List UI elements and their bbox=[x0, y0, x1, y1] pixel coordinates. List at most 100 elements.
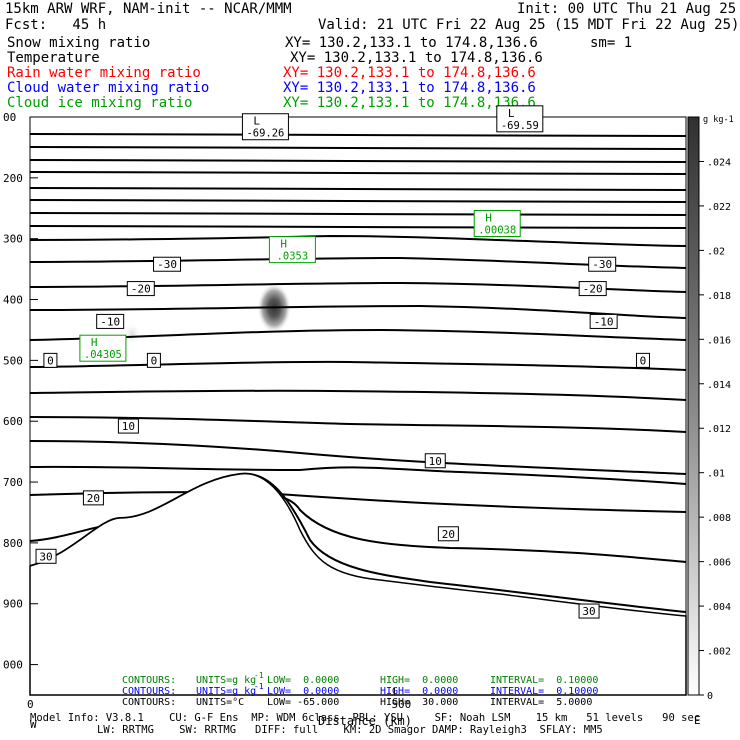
isotherm-line bbox=[29, 145, 687, 150]
isotherm-label: 0 bbox=[635, 352, 650, 368]
colorbar-tick-label: .004 bbox=[707, 602, 731, 613]
svg-text:20: 20 bbox=[442, 528, 455, 541]
isotherm-line bbox=[29, 198, 687, 203]
smoothing-value: sm= 1 bbox=[590, 35, 633, 51]
snow-light bbox=[122, 322, 142, 346]
y-tick-label: 500 bbox=[3, 354, 23, 367]
svg-text:-30: -30 bbox=[592, 258, 612, 271]
svg-text:10: 10 bbox=[122, 420, 135, 433]
svg-text:0: 0 bbox=[151, 354, 158, 367]
contour-info-interval: INTERVAL= 0.10000 bbox=[490, 686, 599, 697]
isotherm-label: 10 bbox=[424, 453, 446, 469]
isotherm-label: 30 bbox=[578, 603, 600, 619]
svg-text:0: 0 bbox=[640, 354, 647, 367]
contour-info-exp: -1 bbox=[254, 682, 264, 691]
colorbar-tick-label: .016 bbox=[707, 335, 731, 346]
x-tick-label: 500 bbox=[391, 698, 411, 711]
isotherm-line bbox=[29, 465, 687, 485]
isotherm-line bbox=[29, 234, 687, 247]
field-xy-range: XY= 130.2,133.1 to 174.8,136.6 bbox=[290, 50, 543, 66]
svg-text:30: 30 bbox=[39, 550, 52, 563]
model-info-line-1: Model Info: V3.8.1 CU: G-F Ens MP: WDM 6… bbox=[30, 712, 701, 724]
contour-info-low: LOW= 0.0000 bbox=[267, 675, 340, 686]
isotherm-line bbox=[29, 416, 687, 433]
svg-text:-10: -10 bbox=[594, 315, 614, 328]
svg-text:L: L bbox=[508, 107, 515, 120]
y-tick-label: 600 bbox=[3, 415, 23, 428]
colorbar-unit: g kg-1 bbox=[703, 115, 734, 125]
isotherm-line bbox=[29, 440, 687, 475]
extremum-label: H.0353 bbox=[268, 236, 316, 264]
isotherm-line bbox=[29, 490, 687, 513]
extremum-label: L-69.59 bbox=[496, 105, 544, 133]
contour-info-contours: CONTOURS: bbox=[122, 675, 177, 686]
field-xy-range: XY= 130.2,133.1 to 174.8,136.6 bbox=[285, 35, 538, 51]
svg-text:-69.59: -69.59 bbox=[501, 120, 539, 132]
model-title: 15km ARW WRF, NAM-init -- NCAR/MMM bbox=[5, 1, 292, 17]
contour-info-high: HIGH= 0.0000 bbox=[380, 686, 459, 697]
svg-text:-69.26: -69.26 bbox=[246, 128, 284, 140]
isotherm-label: -30 bbox=[153, 256, 182, 272]
contour-info-interval: INTERVAL= 0.10000 bbox=[490, 675, 599, 686]
contour-info-high: HIGH= 0.0000 bbox=[380, 675, 459, 686]
svg-text:.04305: .04305 bbox=[84, 349, 122, 361]
field-xy-range: XY= 130.2,133.1 to 174.8,136.6 bbox=[283, 80, 536, 96]
svg-text:H: H bbox=[485, 211, 492, 224]
extremum-label: L-69.26 bbox=[241, 113, 289, 141]
isotherm-line bbox=[29, 224, 687, 229]
svg-text:.00038: .00038 bbox=[478, 224, 516, 236]
x-tick-label: 0 bbox=[27, 698, 34, 711]
colorbar-tick-label: .006 bbox=[707, 558, 731, 569]
y-tick-label: 700 bbox=[3, 476, 23, 489]
extremum-label: H.00038 bbox=[473, 209, 521, 237]
svg-text:10: 10 bbox=[429, 455, 442, 468]
field-name: Temperature bbox=[7, 50, 100, 66]
colorbar-tick-label: .018 bbox=[707, 291, 731, 302]
colorbar-tick-label: .02 bbox=[707, 246, 725, 257]
valid-time: Valid: 21 UTC Fri 22 Aug 25 (15 MDT Fri … bbox=[318, 17, 740, 33]
colorbar-tick-label: .024 bbox=[707, 157, 731, 168]
isotherm-label: 0 bbox=[146, 352, 161, 368]
svg-text:-10: -10 bbox=[100, 315, 120, 328]
svg-text:30: 30 bbox=[582, 605, 595, 618]
colorbar-tick-label: .008 bbox=[707, 513, 731, 524]
model-info-line-2: LW: RRTMG SW: RRTMG DIFF: full KM: 2D Sm… bbox=[97, 724, 603, 736]
contour-info-low: LOW= -65.000 bbox=[267, 697, 340, 708]
isotherm-line bbox=[29, 132, 687, 137]
field-name: Cloud water mixing ratio bbox=[7, 80, 210, 96]
field-name: Rain water mixing ratio bbox=[7, 65, 201, 81]
contour-info-high: HIGH= 30.000 bbox=[380, 697, 459, 708]
isotherm-line bbox=[29, 256, 687, 269]
colorbar bbox=[687, 116, 700, 696]
x-axis-title: Distance (km) bbox=[318, 714, 412, 728]
svg-text:-20: -20 bbox=[131, 283, 151, 296]
isotherm-line bbox=[29, 304, 687, 319]
isotherm-label: -10 bbox=[96, 313, 125, 329]
isotherm-label: -20 bbox=[126, 281, 155, 297]
y-tick-label: 800 bbox=[3, 537, 23, 550]
isotherm-label: 0 bbox=[43, 352, 58, 368]
isotherm-line bbox=[29, 211, 687, 216]
contour-info-exp: -1 bbox=[254, 671, 264, 680]
isotherm-label: -30 bbox=[588, 256, 617, 272]
isotherm-label: 10 bbox=[117, 418, 139, 434]
corner-west: W bbox=[30, 718, 37, 731]
contour-info-units: UNITS=°C bbox=[196, 697, 245, 708]
isotherm-line bbox=[29, 360, 687, 371]
extremum-label: H.04305 bbox=[79, 334, 127, 362]
y-tick-label: 200 bbox=[3, 172, 23, 185]
contour-info-interval: INTERVAL= 5.0000 bbox=[490, 697, 593, 708]
colorbar-tick-label: .022 bbox=[707, 202, 731, 213]
svg-text:20: 20 bbox=[87, 492, 100, 505]
y-tick-label: 000 bbox=[3, 659, 23, 672]
y-tick-label: 900 bbox=[3, 598, 23, 611]
colorbar-tick-label: .002 bbox=[707, 647, 731, 658]
colorbar-tick-label: .012 bbox=[707, 424, 731, 435]
contour-info-contours: CONTOURS: bbox=[122, 697, 177, 708]
svg-text:-30: -30 bbox=[157, 258, 177, 271]
isotherm-line bbox=[29, 158, 687, 163]
contour-info-units: UNITS=g kg bbox=[196, 675, 257, 686]
colorbar-tick-label: .014 bbox=[707, 380, 731, 391]
svg-text:0: 0 bbox=[47, 354, 54, 367]
